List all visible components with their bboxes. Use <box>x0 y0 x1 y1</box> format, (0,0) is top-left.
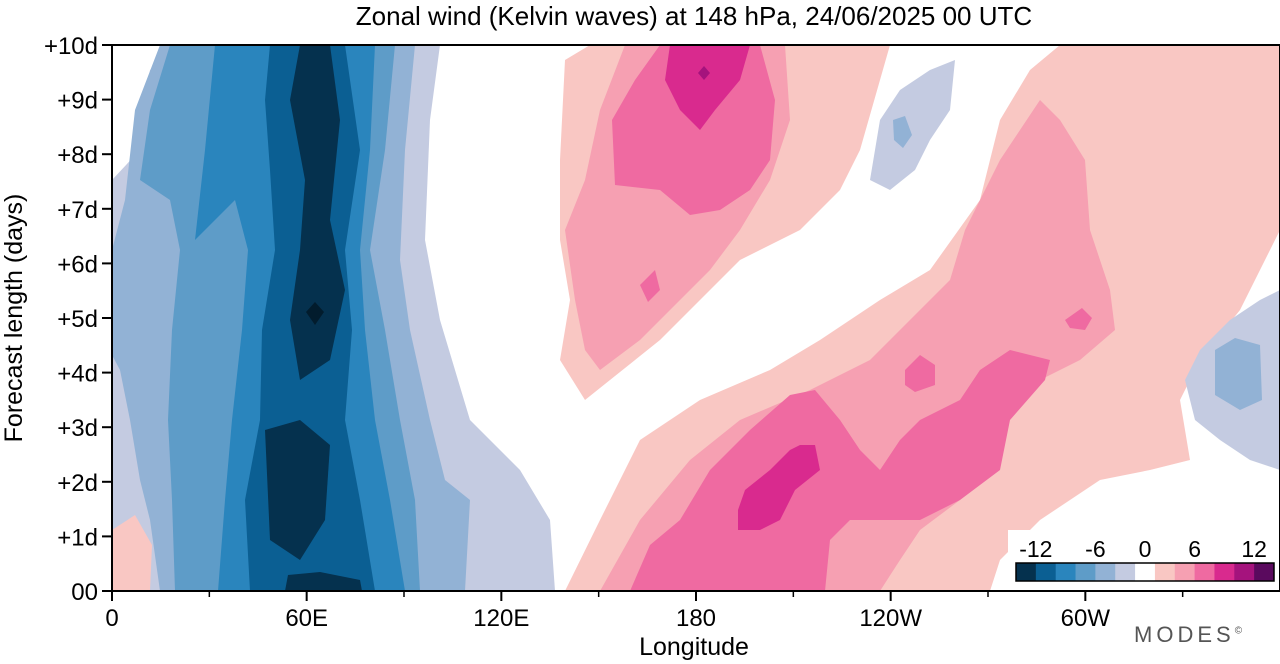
colorbar-swatch <box>1075 563 1096 581</box>
colorbar-swatch <box>1135 563 1156 581</box>
x-tick-label: 180 <box>676 605 716 632</box>
x-tick-label: 0 <box>105 605 118 632</box>
y-tick-label: +7d <box>57 197 98 224</box>
brand-text: MODES <box>1134 622 1235 647</box>
colorbar: -12 -6 0 6 12 <box>1008 530 1280 589</box>
brand-mark: © <box>1234 625 1243 637</box>
colorbar-tick-label: -12 <box>1019 536 1052 562</box>
colorbar-tick-label: 6 <box>1188 536 1201 562</box>
colorbar-swatch <box>1095 563 1116 581</box>
colorbar-swatch <box>1035 563 1057 581</box>
contour-easterly-12b <box>265 420 330 560</box>
colorbar-swatch <box>1214 563 1235 581</box>
colorbar-tick-label: 0 <box>1139 536 1152 562</box>
contour-westerly-8-main <box>738 445 820 530</box>
x-tick-label: 120W <box>859 605 922 632</box>
contour-easterly-14-core <box>306 302 324 325</box>
colorbar-tick-label: 12 <box>1241 536 1267 562</box>
contour-westerly-6-main <box>630 350 1050 591</box>
x-axis: 0 60E 120E 180 120W 60W <box>105 591 1184 632</box>
y-axis: 00 +1d +2d +3d +4d +5d +6d +7d +8d +9d +10d <box>44 33 112 606</box>
y-tick-label: +6d <box>57 251 98 278</box>
colorbar-swatch <box>1115 563 1136 581</box>
colorbar-swatch <box>1016 563 1037 581</box>
x-tick-label: 120E <box>473 605 529 632</box>
y-tick-label: +5d <box>57 306 98 333</box>
contour-westerly-6-blob <box>905 355 935 392</box>
y-tick-label: +9d <box>57 88 98 115</box>
contour-westerly-8-upper <box>665 45 750 130</box>
y-tick-label: +4d <box>57 361 98 388</box>
contour-westerly-6-upper <box>612 45 775 215</box>
colorbar-swatch <box>1154 563 1176 581</box>
x-axis-label: Longitude <box>639 633 749 661</box>
contour-westerly-2-bottomleft <box>112 515 152 591</box>
contour-westerly-6-blob3 <box>640 270 660 302</box>
colorbar-swatch <box>1234 563 1255 581</box>
x-tick-label: 60E <box>285 605 328 632</box>
colorbar-swatch <box>1194 563 1215 581</box>
colorbar-swatch <box>1254 563 1275 581</box>
y-tick-label: +1d <box>57 524 98 551</box>
contour-easterly-12 <box>290 45 345 380</box>
wind-field <box>112 45 1280 591</box>
y-tick-label: +2d <box>57 470 98 497</box>
contour-westerly-6-blob2 <box>1065 308 1092 330</box>
y-tick-label: +3d <box>57 415 98 442</box>
modes-brand-logo: MODES© <box>1134 622 1242 648</box>
x-tick-label: 60W <box>1061 605 1111 632</box>
contour-easterly-4-right <box>1215 338 1262 410</box>
y-tick-label: +8d <box>57 142 98 169</box>
y-axis-label: Forecast length (days) <box>0 194 28 443</box>
y-tick-label: 00 <box>71 579 98 606</box>
chart-title: Zonal wind (Kelvin waves) at 148 hPa, 24… <box>356 1 1032 31</box>
colorbar-tick-label: -6 <box>1085 536 1105 562</box>
colorbar-swatch <box>1055 563 1077 581</box>
contour-easterly-14 <box>285 572 362 591</box>
contour-easterly-2-right-upper <box>870 60 955 190</box>
contour-westerly-10-core <box>698 66 710 80</box>
contour-easterly-4-right-upper <box>893 116 912 148</box>
y-tick-label: +10d <box>44 33 98 60</box>
colorbar-frame <box>1015 562 1275 582</box>
colorbar-swatch <box>1174 563 1196 581</box>
